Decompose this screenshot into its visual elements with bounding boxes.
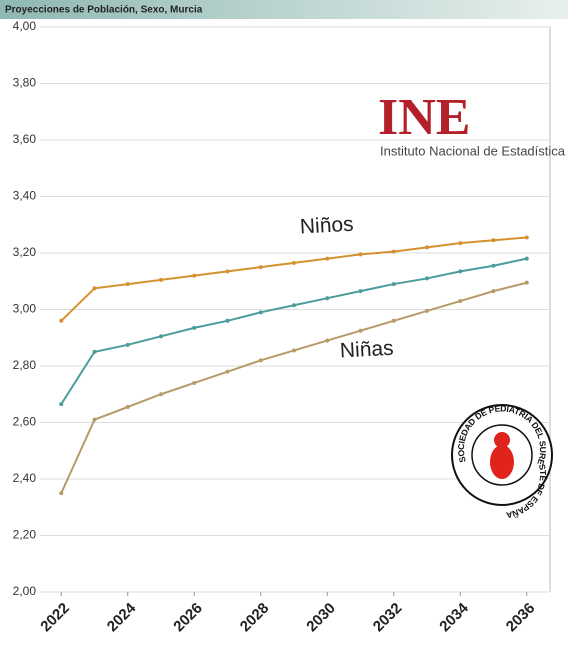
ine-name: Instituto Nacional de Estadística [380,143,566,158]
point [59,402,64,407]
y-tick-label: 3,00 [13,302,37,316]
point [192,380,197,385]
point [92,417,97,422]
point [458,299,463,304]
point [425,308,429,313]
point [258,310,263,315]
point [225,369,230,374]
series-line [60,257,527,405]
point [59,491,64,496]
point [391,249,396,254]
x-tick-label: 2026 [170,600,206,636]
y-tick-label: 2,40 [13,471,37,485]
point [524,235,529,240]
y-tick-label: 3,20 [13,245,37,259]
point [258,358,263,363]
point [325,296,330,301]
point [425,276,429,281]
x-tick-label: 2034 [436,599,472,635]
x-tick-label: 2032 [370,600,406,636]
point [425,245,429,250]
point [325,338,330,343]
point [159,277,163,282]
point [458,241,463,246]
x-tick-label: 2024 [104,599,140,635]
point [125,342,130,347]
title-bar [0,0,568,19]
series-label: Niñas [339,337,394,363]
point [358,289,363,294]
x-tick-label: 2022 [37,600,73,636]
y-tick-label: 3,60 [13,132,37,146]
series-label: Niños [299,213,354,239]
point [391,318,396,323]
ine-logo: INE [378,89,470,146]
point [491,289,496,294]
x-tick-label: 2030 [303,600,339,636]
point [391,282,396,287]
y-tick-label: 3,80 [13,76,37,90]
point [524,280,529,285]
x-tick-label: 2036 [503,600,539,636]
point [292,303,296,308]
y-tick-label: 2,00 [13,584,37,598]
point [358,252,363,257]
y-tick-label: 2,80 [13,358,37,372]
point [225,318,230,323]
point [92,286,97,291]
y-tick-label: 4,00 [13,19,37,33]
x-tick-label: 2028 [237,600,273,636]
point [491,263,496,268]
point [192,273,197,278]
series-line [60,236,527,322]
point [159,334,163,339]
point [358,328,363,333]
y-tick-label: 3,40 [13,189,37,203]
chart-title: Proyecciones de Población, Sexo, Murcia [5,5,203,16]
point [125,404,130,409]
point [292,260,296,265]
point [92,349,97,354]
point [159,392,163,397]
badge-figure [490,445,514,479]
y-tick-label: 2,20 [13,528,37,542]
point [325,256,330,261]
point [225,269,230,274]
badge-head [494,432,510,448]
point [458,269,463,274]
y-tick-label: 2,60 [13,415,37,429]
point [491,238,496,243]
point [192,325,197,330]
point [524,256,529,261]
point [292,348,296,353]
point [258,265,263,270]
point [125,282,130,287]
point [59,318,64,323]
